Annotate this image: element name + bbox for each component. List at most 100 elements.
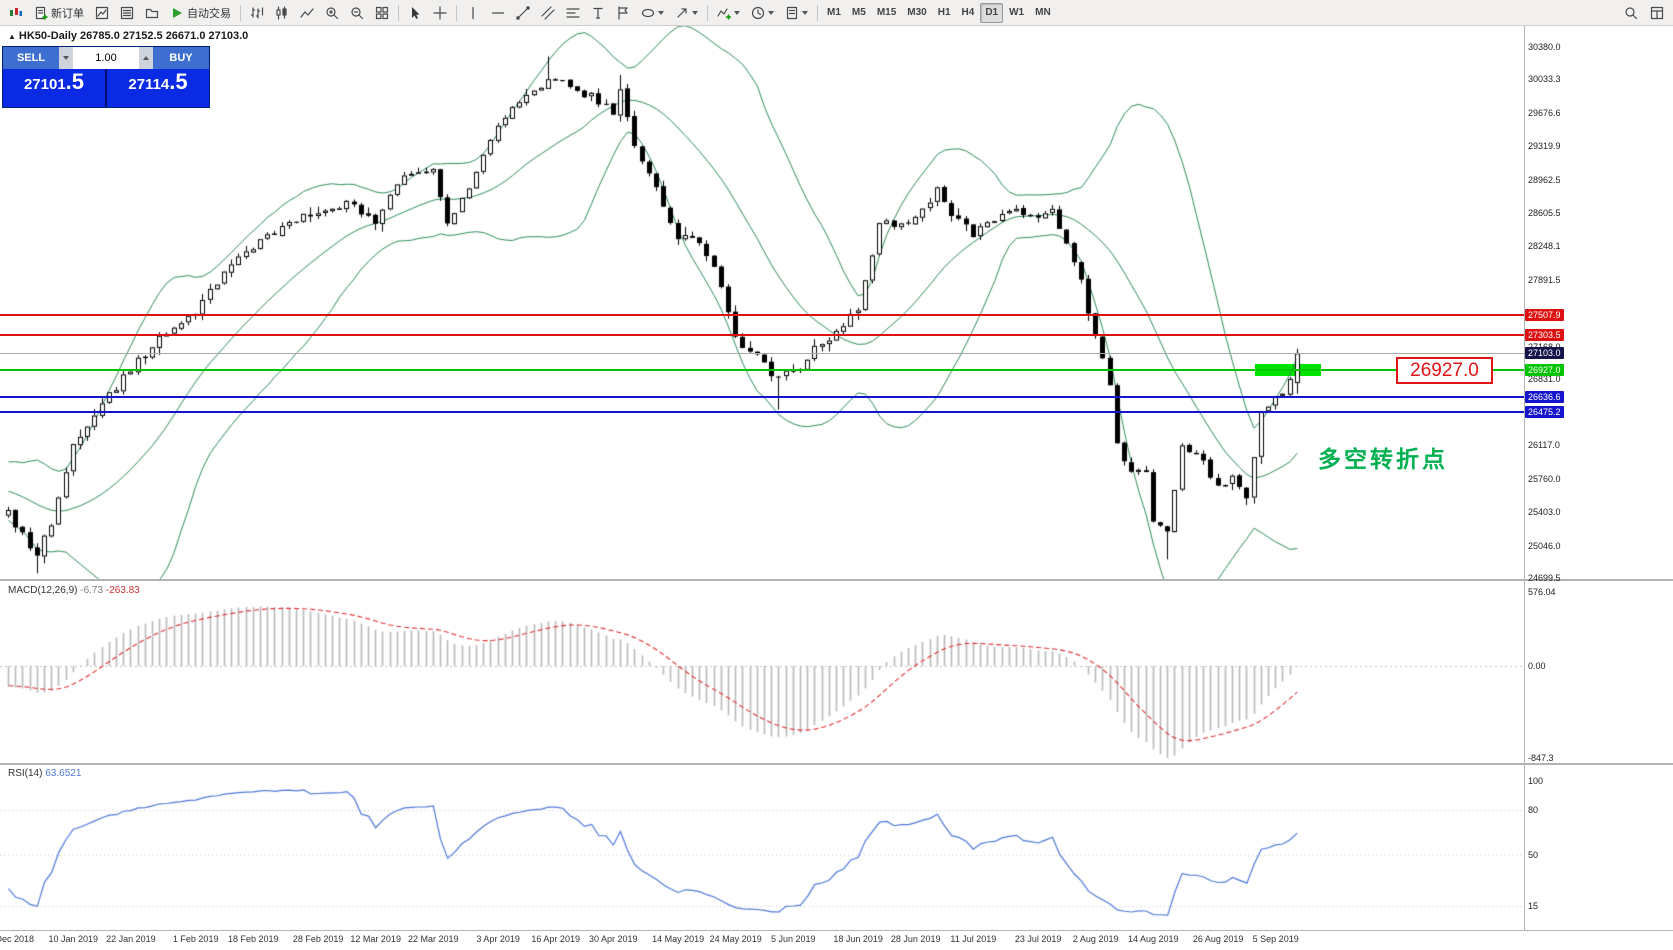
search-icon	[1625, 6, 1638, 19]
timeframe-group: M1 M5 M15 M30 H1 H4 D1 W1 MN	[822, 2, 1056, 23]
market-watch-button[interactable]	[115, 3, 139, 23]
bar-chart-mode-button[interactable]	[245, 3, 269, 23]
buy-button[interactable]: BUY	[153, 47, 209, 69]
toolbar-separator	[398, 4, 399, 21]
terminal-icon	[10, 7, 22, 16]
channel-tool-button[interactable]	[536, 3, 560, 23]
tile-windows-button[interactable]	[370, 3, 394, 23]
buy-price-int: 27114	[128, 76, 170, 93]
new-order-icon	[35, 6, 48, 20]
price-level-line-resistance[interactable]	[0, 314, 1524, 317]
new-chart-button[interactable]	[90, 3, 114, 23]
zoom-in-button[interactable]	[320, 3, 344, 23]
price-level-line-resistance[interactable]	[0, 333, 1524, 336]
price-level-line-support[interactable]	[0, 411, 1524, 413]
workspace-button[interactable]	[1645, 3, 1669, 23]
macd-title: MACD(12,26,9)	[8, 585, 78, 596]
cursor-tool-button[interactable]	[403, 3, 427, 23]
price-axis-scale[interactable]	[1524, 26, 1673, 930]
candlestick-icon	[276, 5, 287, 20]
chevron-up-icon	[143, 56, 149, 60]
shapes-tool-button[interactable]	[636, 3, 669, 23]
new-order-label: 新订单	[51, 7, 84, 20]
chart-title: ▲ HK50-Daily 26785.0 27152.5 26671.0 2710…	[8, 30, 248, 42]
dropdown-caret-icon	[734, 10, 740, 15]
toolbar-separator	[240, 4, 241, 21]
timeframe-button-m1[interactable]: M1	[827, 7, 841, 18]
line-chart-icon	[300, 7, 314, 18]
timeframe-button-h1[interactable]: H1	[937, 7, 951, 18]
horizontal-line-tool-button[interactable]	[486, 3, 510, 23]
macd-header: MACD(12,26,9) -6.73 -263.83	[8, 585, 140, 596]
vertical-line-tool-button[interactable]	[461, 3, 485, 23]
rsi-header: RSI(14) 63.6521	[8, 768, 81, 779]
volume-stepper-button[interactable]	[139, 47, 153, 69]
fibonacci-tool-button[interactable]	[561, 3, 585, 23]
timeframe-button-w1[interactable]: W1	[1009, 7, 1025, 18]
pivot-price-callout[interactable]: 26927.0	[1396, 357, 1493, 384]
market-watch-icon	[120, 6, 134, 19]
auto-trading-icon	[173, 7, 182, 18]
text-tool-button[interactable]	[586, 3, 610, 23]
zoom-out-icon	[351, 6, 364, 19]
volume-dropdown-button[interactable]	[59, 47, 73, 69]
rsi-value: 63.6521	[45, 768, 82, 779]
auto-trading-button[interactable]: 自动交易	[165, 3, 236, 23]
toolbar-right-group	[1619, 3, 1669, 23]
candlestick-mode-button[interactable]	[270, 3, 294, 23]
turning-point-annotation[interactable]: 多空转折点	[1318, 446, 1448, 472]
dropdown-caret-icon	[692, 10, 698, 15]
template-icon	[786, 6, 798, 19]
buy-price-frac: .5	[169, 69, 188, 94]
timeframe-button-mn[interactable]: MN	[1035, 7, 1051, 18]
arrows-tool-button[interactable]	[670, 3, 703, 23]
templates-button[interactable]	[780, 3, 813, 23]
timeframe-button-m30[interactable]: M30	[907, 7, 927, 18]
macd-signal-value: -263.83	[105, 585, 140, 596]
crosshair-tool-button[interactable]	[428, 3, 452, 23]
timeframe-button-d1[interactable]: D1	[980, 2, 1004, 23]
macd-main-value: -6.73	[80, 585, 104, 596]
trendline-icon	[516, 5, 530, 20]
auto-trading-label: 自动交易	[187, 7, 231, 20]
indicators-icon	[717, 7, 731, 20]
timeframe-button-m15[interactable]: M15	[876, 7, 897, 18]
dropdown-caret-icon	[768, 10, 774, 15]
timeframe-button-h4[interactable]: H4	[961, 7, 975, 18]
line-chart-mode-button[interactable]	[295, 3, 319, 23]
price-level-line-pivot[interactable]	[0, 368, 1524, 371]
chart-title-text: HK50-Daily 26785.0 27152.5 26671.0 27103…	[18, 30, 249, 42]
new-chart-icon	[95, 6, 109, 19]
channel-icon	[541, 5, 555, 20]
vertical-line-icon	[472, 6, 474, 19]
bar-chart-icon	[250, 6, 264, 19]
cursor-icon	[412, 6, 420, 19]
periods-button[interactable]	[746, 3, 779, 23]
new-order-button[interactable]: 新订单	[29, 3, 89, 23]
toolbar-separator	[817, 4, 818, 21]
dropdown-caret-icon	[802, 10, 808, 15]
buy-price-display[interactable]: 27114.5	[107, 69, 209, 107]
navigator-button[interactable]	[140, 3, 164, 23]
text-icon	[593, 7, 603, 19]
symbol-marker-icon: ▲	[8, 32, 16, 41]
sell-price-display[interactable]: 27101.5	[3, 69, 105, 107]
search-button[interactable]	[1619, 3, 1643, 23]
volume-input[interactable]	[73, 47, 139, 69]
chevron-down-icon	[63, 56, 69, 60]
trendline-tool-button[interactable]	[511, 3, 535, 23]
zoom-out-button[interactable]	[345, 3, 369, 23]
horizontal-line-icon	[491, 11, 505, 14]
sell-button[interactable]: SELL	[3, 47, 59, 69]
timeframe-button-m5[interactable]: M5	[851, 7, 866, 18]
tile-windows-icon	[375, 6, 389, 19]
flag-icon	[618, 5, 628, 20]
label-tool-button[interactable]	[611, 3, 635, 23]
price-level-line-support[interactable]	[0, 395, 1524, 398]
indicators-button[interactable]	[712, 3, 745, 23]
sell-price-frac: .5	[65, 69, 85, 94]
navigator-icon	[145, 8, 159, 18]
fibonacci-icon	[566, 7, 580, 18]
